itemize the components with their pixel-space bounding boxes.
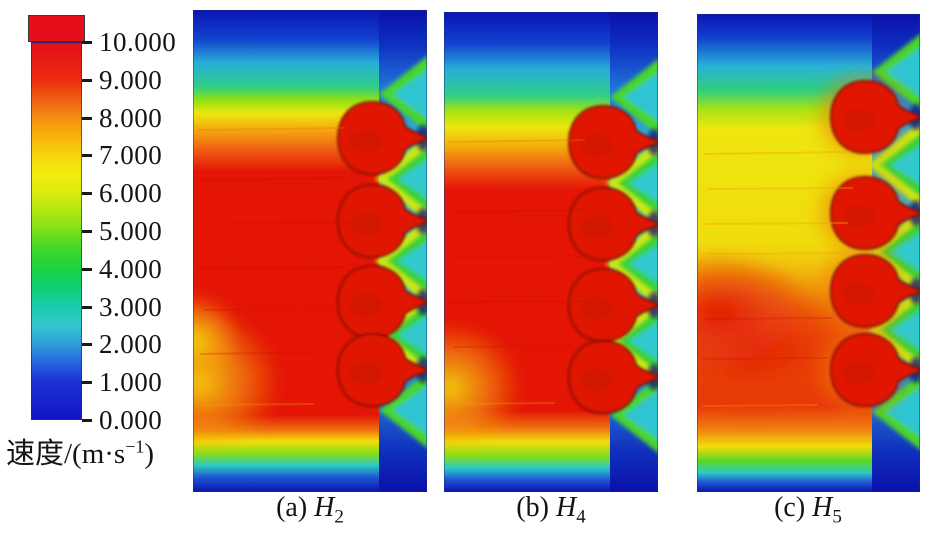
colorbar-tick: 4.000	[82, 254, 162, 284]
contour-panel-a	[193, 10, 427, 492]
colorbar-cap	[28, 15, 85, 42]
tick-mark	[82, 267, 92, 271]
colorbar-tick-label: 1.000	[99, 366, 163, 397]
colorbar-tick: 9.000	[82, 65, 162, 95]
colorbar-tick-label: 9.000	[99, 64, 163, 95]
colorbar-tick-label: 7.000	[99, 139, 163, 170]
tick-mark	[82, 418, 92, 422]
colorbar-tick: 0.000	[82, 405, 162, 435]
colorbar-tick-label: 8.000	[99, 102, 163, 133]
colorbar-title-close: )	[144, 438, 155, 470]
caption-prefix: (c)	[774, 492, 813, 523]
contour-panel-c	[697, 14, 920, 492]
flow-streaks	[198, 127, 354, 406]
colorbar-title-text: 速度/(m·s	[6, 438, 126, 470]
caption-subscript: 5	[832, 506, 842, 528]
colorbar-gradient	[31, 42, 82, 420]
tick-mark	[82, 78, 92, 82]
tick-mark	[82, 229, 92, 233]
colorbar-tick: 8.000	[82, 103, 162, 133]
tick-mark	[82, 153, 92, 157]
colorbar-tick-label: 3.000	[99, 291, 163, 322]
colorbar-tick: 5.000	[82, 216, 162, 246]
tick-mark	[82, 342, 92, 346]
panel-caption-a: (a) H2	[276, 492, 344, 529]
caption-subscript: 4	[576, 506, 586, 528]
caption-prefix: (a)	[276, 492, 315, 523]
colorbar-tick-label: 0.000	[99, 404, 163, 435]
colorbar-tick-label: 2.000	[99, 328, 163, 359]
flow-streaks	[702, 151, 853, 407]
caption-symbol: H	[314, 492, 335, 523]
caption-subscript: 2	[334, 506, 344, 528]
colorbar-tick: 2.000	[82, 329, 162, 359]
colorbar-tick-label: 5.000	[99, 215, 163, 246]
colorbar-tick: 3.000	[82, 292, 162, 322]
colorbar-tick-label: 4.000	[99, 253, 163, 284]
tick-mark	[82, 380, 92, 384]
caption-symbol: H	[555, 492, 577, 523]
caption-prefix: (b)	[516, 492, 556, 523]
tick-mark	[82, 305, 92, 309]
colorbar-tick-label: 10.000	[99, 26, 177, 57]
colorbar-title: 速度/(m·s−1)	[6, 430, 154, 472]
colorbar-tick: 10.000	[82, 27, 176, 57]
panel-border	[444, 12, 658, 492]
colorbar-tick-label: 6.000	[99, 177, 163, 208]
panel-border	[193, 10, 427, 492]
panel-caption-c: (c) H5	[774, 492, 842, 529]
left-glow	[193, 292, 281, 456]
flow-streaks	[449, 139, 595, 405]
colorbar-tick: 1.000	[82, 367, 162, 397]
caption-symbol: H	[812, 492, 833, 523]
tick-mark	[82, 40, 92, 44]
panel-caption-b: (b) H4	[516, 492, 585, 529]
contour-panel-b	[444, 12, 658, 492]
left-glow	[444, 322, 522, 454]
panel-border	[697, 14, 920, 492]
tick-mark	[82, 191, 92, 195]
colorbar-tick: 6.000	[82, 178, 162, 208]
colorbar-title-superscript: −1	[125, 436, 145, 457]
tick-mark	[82, 116, 92, 120]
colorbar-tick: 7.000	[82, 140, 162, 170]
